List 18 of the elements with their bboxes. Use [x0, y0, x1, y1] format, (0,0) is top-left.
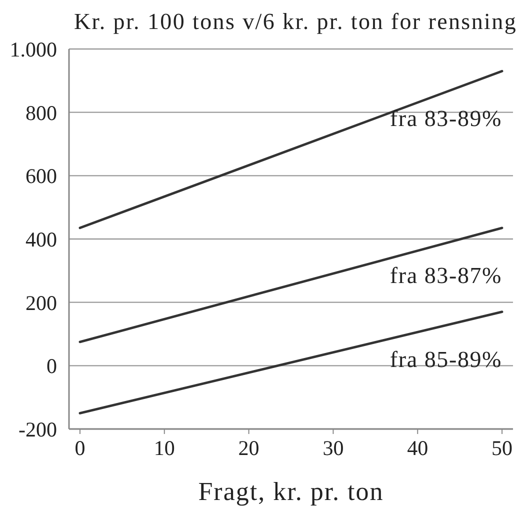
chart-title: Kr. pr. 100 tons v/6 kr. pr. ton for rensning — [72, 8, 518, 36]
y-tick-label: 1.000 — [10, 37, 57, 62]
y-tick-label: 200 — [26, 290, 57, 315]
x-tick-label: 30 — [322, 436, 344, 460]
y-tick-label: 400 — [26, 227, 57, 252]
y-tick-label: -200 — [18, 417, 57, 442]
x-tick-label: 10 — [154, 436, 175, 460]
x-tick-label: 40 — [407, 436, 428, 460]
y-tick-label: 0 — [46, 354, 57, 378]
x-tick-label: 50 — [492, 436, 513, 460]
series-label: fra 83-89% — [390, 106, 502, 132]
series-label: fra 85-89% — [390, 346, 502, 372]
y-tick-label: 600 — [26, 164, 57, 188]
y-tick-label: 800 — [26, 100, 57, 125]
x-tick-label: 0 — [74, 436, 86, 460]
series-label: fra 83-87% — [390, 262, 502, 288]
x-axis-title: Fragt, kr. pr. ton — [198, 477, 384, 506]
x-tick-label: 20 — [238, 436, 260, 460]
